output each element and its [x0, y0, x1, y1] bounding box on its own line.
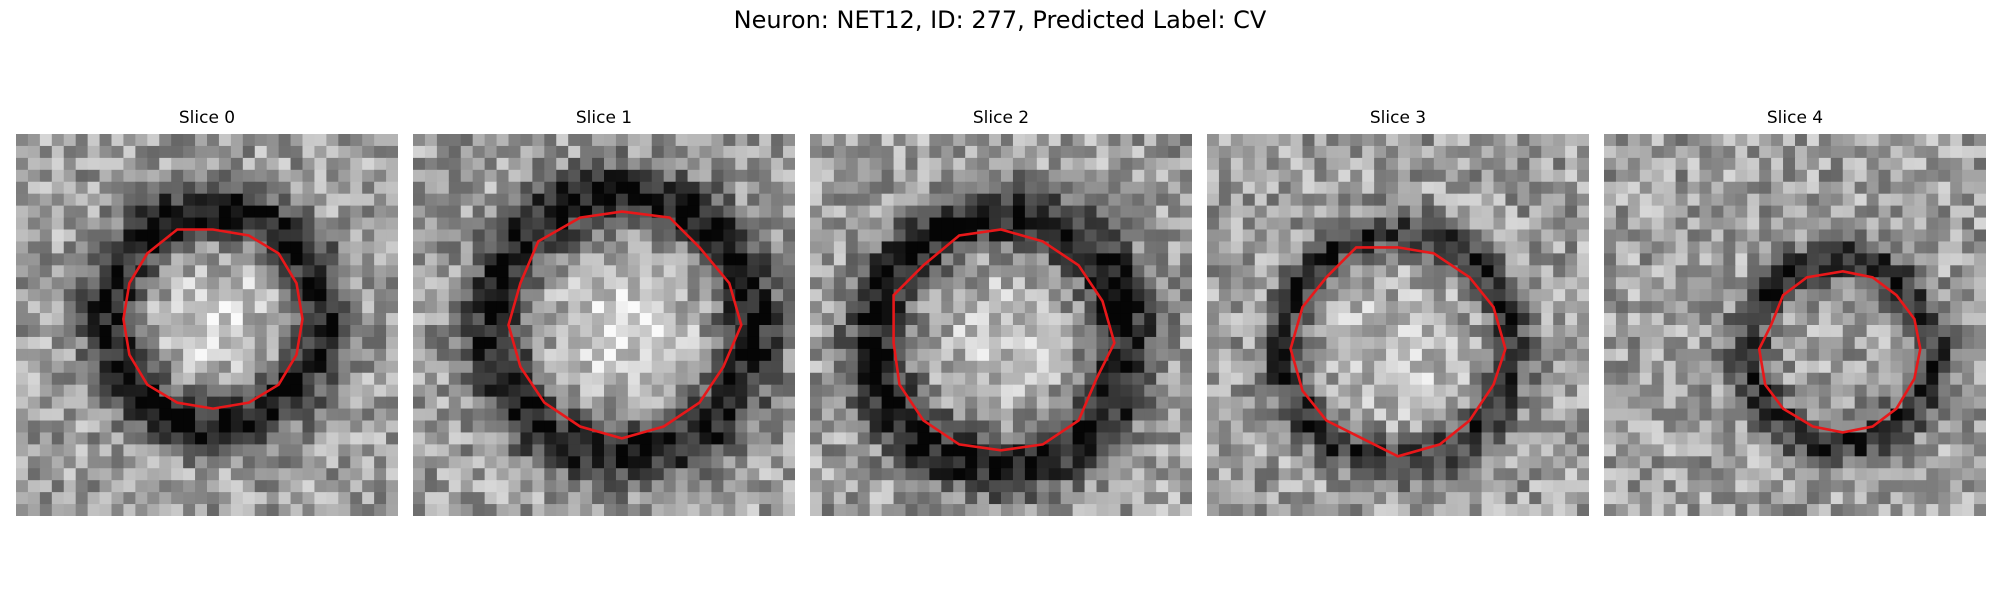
panel-title-slice-0: Slice 0	[178, 108, 236, 128]
pixel-grid	[16, 134, 398, 516]
slice-2-image	[810, 134, 1192, 516]
segmentation-contour	[507, 210, 743, 440]
slice-0-image	[16, 134, 398, 516]
segmentation-contour	[892, 228, 1116, 452]
panel-title-slice-4: Slice 4	[1766, 108, 1824, 128]
figure-title: Neuron: NET12, ID: 277, Predicted Label:…	[733, 6, 1267, 34]
slice-4-image	[1604, 134, 1986, 516]
pixel-grid	[810, 134, 1192, 516]
panel-title-slice-2: Slice 2	[972, 108, 1030, 128]
segmentation-contour	[1289, 246, 1507, 458]
pixel-grid	[1604, 134, 1986, 516]
slice-3-image	[1207, 134, 1589, 516]
pixel-grid	[413, 134, 795, 516]
slice-1-image	[413, 134, 795, 516]
pixel-grid	[1207, 134, 1589, 516]
segmentation-contour	[122, 228, 304, 410]
segmentation-contour	[1757, 269, 1922, 434]
panel-title-slice-3: Slice 3	[1369, 108, 1427, 128]
panel-title-slice-1: Slice 1	[575, 108, 633, 128]
